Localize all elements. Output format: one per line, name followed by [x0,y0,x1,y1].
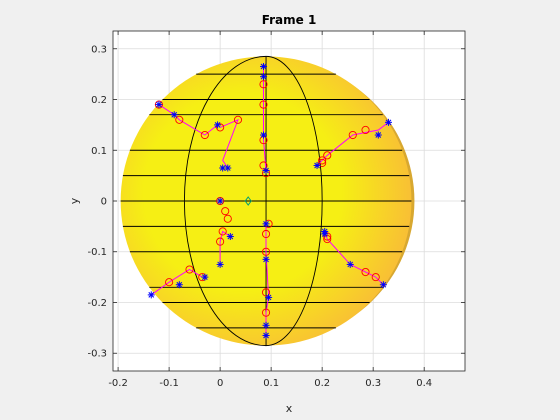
circle-marker [318,156,327,165]
star-marker [147,291,155,299]
star-marker [155,101,163,109]
x-axis-label: x [286,402,293,415]
circle-marker [318,158,327,167]
circle-marker [361,125,370,135]
star-marker [175,281,183,289]
circle-marker [165,278,174,287]
circle-marker [175,115,184,124]
circle-marker [233,115,243,124]
circle-marker [261,288,271,297]
star-marker [259,131,267,139]
x-tick-label: 0 [217,378,223,389]
axis-ticks: -0.2 -0.1 0 0.1 0.2 0.3 0.4 -0.3 -0.2 -0.1 0 0.1 0.2… [87,31,465,389]
star-marker [226,233,234,241]
circle-marker [323,151,332,160]
x-tick-label: 0.1 [263,378,279,389]
y-tick-label: -0.1 [87,247,107,258]
star-marker [346,260,354,268]
star-marker [262,220,270,228]
star-marker [219,164,227,172]
circle-marker [216,237,225,246]
center-diamond-marker [244,196,252,206]
circle-marker [259,100,268,109]
circle-marker [261,308,271,317]
track-line [158,104,218,136]
y-tick-label: -0.2 [87,298,107,309]
star-marker [214,121,222,129]
track-line [324,231,384,286]
star-marker [262,167,270,175]
star-marker [262,321,270,329]
x-tick-label: 0.4 [416,378,432,389]
star-marker [216,197,224,205]
circle-marker [154,100,163,109]
x-tick-label: 0.3 [365,378,381,389]
circle-marker [259,161,268,170]
star-marker [265,293,273,301]
meridian-line [184,55,267,347]
circle-marker [200,130,209,140]
circle-marker [216,123,225,132]
data-markers [147,63,392,339]
x-tick-label: 0.2 [314,378,330,389]
star-marker [259,63,267,71]
circle-marker [223,214,232,223]
circle-marker [323,232,332,241]
y-tick-label: 0.3 [91,44,107,55]
star-marker [262,331,270,339]
track-line [219,230,231,265]
track-line [219,118,239,169]
star-marker [313,161,321,169]
chart-title: Frame 1 [262,13,317,27]
circle-marker [348,130,357,140]
meridian-line [266,55,323,347]
star-marker [259,73,267,81]
circle-marker [323,235,332,244]
circle-marker [261,229,271,239]
y-tick-label: 0.1 [91,146,107,157]
circle-marker [371,273,380,282]
star-marker [321,230,329,238]
y-axis-label: y [68,197,81,204]
circle-marker [185,265,194,274]
circle-marker [216,196,225,206]
circle-marker [361,267,370,277]
circle-marker [259,80,268,89]
track-line [151,268,203,296]
star-marker [379,281,387,289]
star-marker [262,255,270,263]
x-tick-label: -0.1 [159,378,179,389]
star-marker [201,273,209,281]
y-tick-label: -0.3 [87,349,107,360]
star-marker [384,118,392,126]
y-tick-label: 0.2 [91,95,107,106]
circle-marker [261,247,271,256]
star-marker [170,111,178,119]
circle-marker [221,207,230,216]
track-line [316,121,389,166]
circle-marker [218,227,227,236]
y-tick-label: 0 [101,197,107,208]
x-tick-label: -0.2 [108,378,128,389]
star-marker [216,260,224,268]
star-marker [374,131,382,139]
